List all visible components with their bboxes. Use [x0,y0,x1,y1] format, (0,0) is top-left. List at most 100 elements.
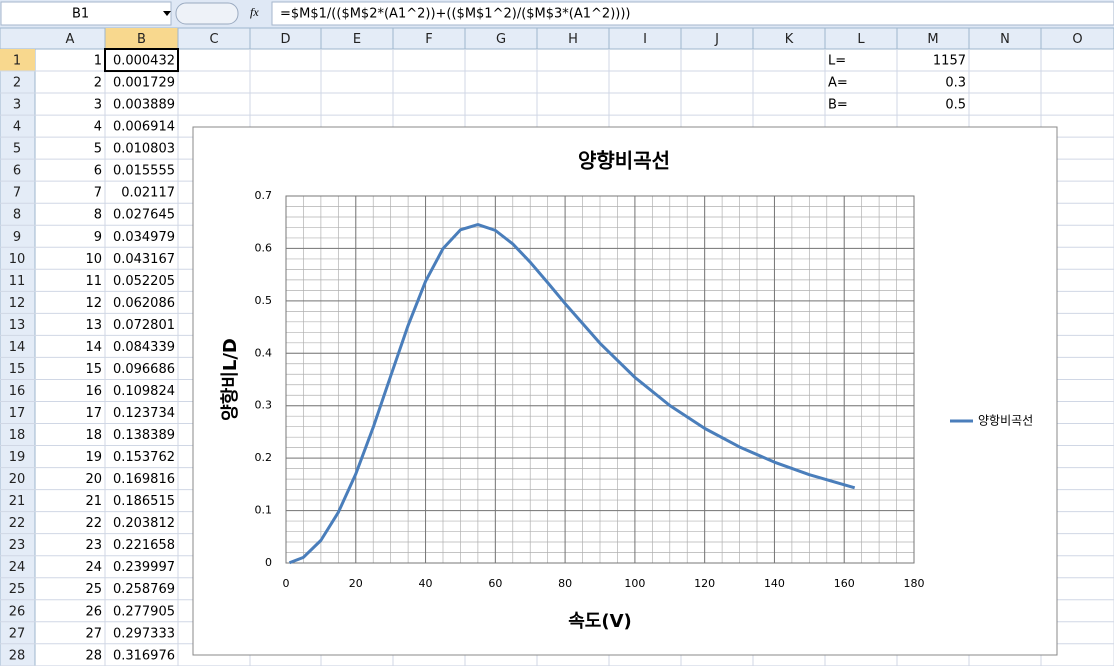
cell-b: 0.052205 [113,274,175,289]
x-tick-label: 80 [558,577,572,590]
row-header: 22 [9,516,26,531]
cell-m: 1157 [933,54,966,69]
cell-b: 0.027645 [113,208,175,223]
row-header: 27 [9,626,26,641]
splitter [175,2,239,25]
cell-a: 11 [85,274,102,289]
cell-a: 12 [85,296,102,311]
x-tick-label: 160 [834,577,855,590]
cell-b: 0.203812 [113,516,175,531]
cell-b: 0.010803 [113,142,175,157]
x-tick-label: 140 [764,577,785,590]
cell-a: 24 [85,560,102,575]
row-header: 25 [9,582,26,597]
name-box[interactable] [0,1,172,26]
row-header: 23 [9,538,26,553]
x-tick-label: 120 [694,577,715,590]
formula-box[interactable] [271,1,1114,26]
cell-b: 0.297333 [113,626,175,641]
cell-b: 0.186515 [113,494,175,509]
column-header: I [643,32,647,47]
column-header: M [927,32,938,47]
column-header: O [1072,32,1082,47]
row-header: 18 [9,428,26,443]
column-header: E [353,32,361,47]
cell-a: 3 [94,98,102,113]
cell-a: 5 [94,142,102,157]
column-header: H [568,32,578,47]
x-tick-label: 180 [904,577,925,590]
legend-label: 양항비곡선 [978,414,1033,428]
cell-a: 27 [85,626,102,641]
cell-b: 0.221658 [113,538,175,553]
column-header: F [425,32,432,47]
data-line [288,223,856,565]
cell-a: 9 [94,230,102,245]
cell-b: 0.003889 [113,98,175,113]
y-tick-label: 0.7 [255,189,273,202]
cell-b: 0.239997 [113,560,175,575]
cell-l: B= [828,98,848,113]
row-header: 4 [13,120,21,135]
chart-area [192,126,1058,656]
cell-b: 0.138389 [113,428,175,443]
cell-a: 6 [94,164,102,179]
name-box-text: B1 [72,7,89,22]
cell-a: 26 [85,604,102,619]
active-row-header [0,49,35,72]
row-header: 14 [9,340,26,355]
row-header: 28 [9,648,26,663]
fx-button[interactable]: fx [250,5,259,19]
cell-a: 17 [85,406,102,421]
row-header: 20 [9,472,26,487]
cell-b: 0.258769 [113,582,175,597]
plot-border [285,195,915,564]
cell-b: 0.001729 [113,76,175,91]
cell-a: 15 [85,362,102,377]
x-tick-label: 20 [349,577,363,590]
cell-b: 0.169816 [113,472,175,487]
cell-b: 0.096686 [113,362,175,377]
dropdown-arrow[interactable] [163,11,171,16]
row-header: 11 [9,274,26,289]
row-header: 2 [13,76,21,91]
row-header: 12 [9,296,26,311]
cell-b: 0.043167 [113,252,175,267]
cell-a: 28 [85,648,102,663]
cell-a: 25 [85,582,102,597]
y-tick-label: 0.3 [255,399,273,412]
cell-a: 8 [94,208,102,223]
y-tick-label: 0.5 [255,294,273,307]
cell-a: 18 [85,428,102,443]
cell-a: 1 [94,54,102,69]
y-tick-label: 0.6 [255,241,273,254]
cell-b: 0.015555 [113,164,175,179]
cell-b: 0.277905 [113,604,175,619]
x-axis-title: 속도(V) [568,611,632,632]
y-tick-label: 0.2 [255,451,273,464]
column-header: A [66,32,75,47]
cell-l: L= [828,54,846,69]
cell-b: 0.062086 [113,296,175,311]
row-header: 17 [9,406,26,421]
column-header-bg [0,27,1114,50]
cell-b: 0.109824 [113,384,175,399]
cell-a: 16 [85,384,102,399]
cell-b: 0.006914 [113,120,175,135]
x-tick-label: 60 [488,577,502,590]
column-header: C [209,32,218,47]
cell-b: 0.316976 [113,648,175,663]
cell-b: 0.153762 [113,450,175,465]
y-tick-label: 0.4 [255,346,273,359]
row-header: 1 [13,54,21,69]
row-header: 5 [13,142,21,157]
cell-a: 23 [85,538,102,553]
active-col-header [105,28,178,49]
x-tick-label: 100 [624,577,645,590]
row-header: 13 [9,318,26,333]
row-header: 26 [9,604,26,619]
y-tick-label: 0.1 [255,504,273,517]
row-header: 24 [9,560,26,575]
chart-title: 양향비곡선 [578,149,670,173]
row-header: 15 [9,362,26,377]
